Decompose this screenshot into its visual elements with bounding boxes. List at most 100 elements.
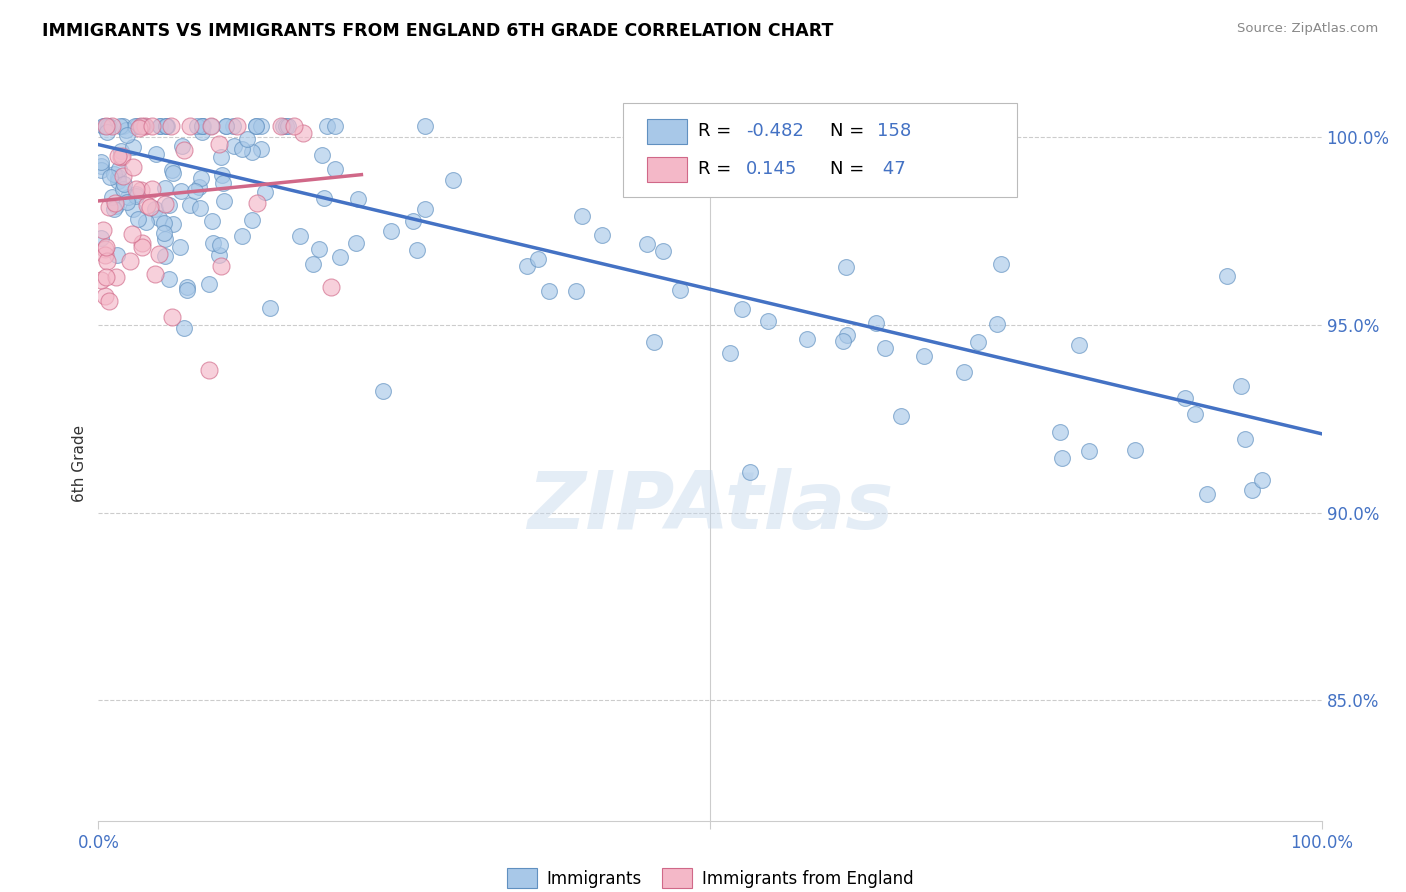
Point: [1050, 450, 1073, 465]
Point: [155, 249, 177, 263]
Point: [329, 251, 352, 265]
Point: [250, 142, 273, 156]
Point: [97, 200, 120, 214]
Point: [415, 202, 437, 217]
Point: [966, 334, 988, 349]
Point: [134, 119, 156, 133]
Point: [132, 119, 155, 133]
Point: [347, 192, 370, 206]
Point: [323, 161, 346, 176]
Point: [652, 244, 675, 259]
Point: [153, 227, 176, 241]
Point: [173, 321, 195, 335]
Point: [160, 119, 183, 133]
Point: [191, 119, 214, 133]
Point: [155, 119, 177, 133]
Point: [413, 119, 436, 133]
Point: [246, 196, 269, 211]
Point: [110, 144, 132, 158]
Point: [371, 384, 394, 398]
Point: [259, 301, 281, 316]
Point: [250, 119, 273, 133]
Point: [94, 270, 117, 285]
Point: [197, 363, 219, 377]
Point: [190, 201, 212, 215]
Point: [912, 349, 935, 363]
Point: [129, 119, 152, 133]
Point: [105, 198, 128, 212]
Point: [636, 236, 658, 251]
Text: N =: N =: [830, 161, 865, 178]
Point: [153, 216, 176, 230]
Point: [323, 119, 346, 133]
Point: [1195, 487, 1218, 501]
Point: [94, 119, 117, 133]
Point: [179, 119, 201, 133]
Point: [112, 177, 135, 191]
Point: [128, 120, 150, 135]
Text: N =: N =: [830, 122, 865, 140]
Point: [105, 247, 128, 261]
Point: [242, 213, 264, 227]
Point: [136, 198, 159, 212]
Point: [121, 227, 143, 241]
Point: [215, 119, 238, 133]
Point: [148, 247, 170, 261]
Point: [236, 132, 259, 146]
Point: [668, 283, 690, 297]
Text: ZIPAtlas: ZIPAtlas: [527, 467, 893, 546]
Text: R =: R =: [697, 161, 742, 178]
Point: [1241, 483, 1264, 497]
Point: [756, 314, 779, 328]
Point: [173, 143, 195, 157]
Text: Source: ZipAtlas.com: Source: ZipAtlas.com: [1237, 22, 1378, 36]
Point: [129, 119, 152, 133]
Point: [209, 259, 232, 273]
Point: [98, 170, 121, 185]
Point: [115, 195, 138, 210]
Point: [157, 197, 180, 211]
Point: [108, 119, 131, 133]
Point: [97, 293, 120, 308]
Text: 158: 158: [876, 122, 911, 140]
Point: [201, 213, 224, 227]
Point: [191, 119, 214, 133]
Point: [401, 214, 423, 228]
Point: [103, 167, 125, 181]
Point: [190, 171, 212, 186]
Point: [835, 327, 858, 342]
Point: [90, 163, 112, 178]
Point: [208, 238, 231, 252]
Point: [527, 252, 550, 267]
Point: [212, 176, 235, 190]
Point: [308, 242, 330, 256]
Point: [184, 184, 207, 198]
Point: [292, 127, 315, 141]
Point: [283, 119, 305, 133]
Point: [188, 179, 211, 194]
Point: [157, 272, 180, 286]
Point: [215, 120, 238, 134]
Point: [1123, 442, 1146, 457]
Point: [832, 334, 855, 348]
Point: [121, 139, 143, 153]
Point: [162, 217, 184, 231]
Point: [718, 346, 741, 360]
Point: [302, 257, 325, 271]
Point: [134, 119, 156, 133]
Point: [131, 236, 153, 251]
Point: [245, 119, 267, 133]
Point: [111, 148, 134, 162]
Point: [131, 240, 153, 254]
Point: [93, 288, 115, 302]
Point: [214, 194, 236, 208]
Point: [344, 236, 367, 251]
Point: [96, 125, 118, 139]
Point: [156, 119, 179, 133]
Point: [90, 230, 112, 244]
Point: [1078, 444, 1101, 458]
Point: [148, 211, 170, 225]
Point: [191, 125, 214, 139]
Point: [796, 332, 818, 346]
Point: [740, 465, 762, 479]
